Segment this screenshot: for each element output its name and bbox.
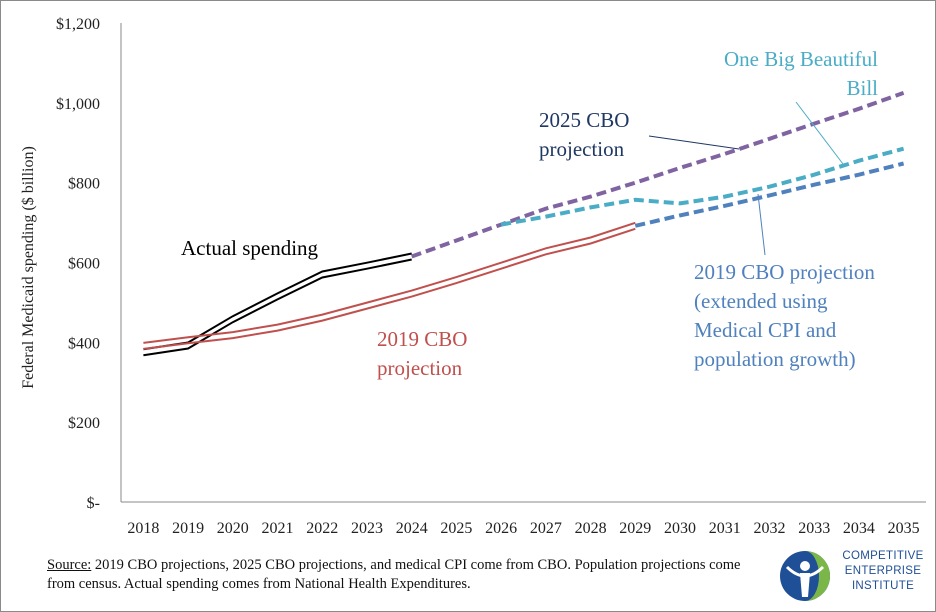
x-tick-label: 2028 xyxy=(575,520,607,537)
annotation-cbo2025-line: 2025 CBO xyxy=(539,108,629,132)
cei-logo: COMPETITIVE ENTERPRISE INSTITUTE xyxy=(779,547,935,607)
annotation-obbb-line: Bill xyxy=(846,76,878,100)
y-tick-label: $600 xyxy=(68,256,100,273)
y-tick-label: $1,000 xyxy=(56,96,100,113)
y-tick-label: $- xyxy=(87,495,100,512)
x-tick-label: 2026 xyxy=(485,520,517,537)
series-line-1 xyxy=(143,227,636,350)
series-line-3 xyxy=(500,146,905,227)
leader-line-extended xyxy=(757,193,766,256)
series-line-4 xyxy=(634,161,905,228)
x-tick-label: 2022 xyxy=(306,520,338,537)
logo-line-2: ENTERPRISE xyxy=(844,565,922,577)
x-tick-label: 2029 xyxy=(619,520,651,537)
source-label: Source: xyxy=(47,557,92,573)
annotation-obbb-line: One Big Beautiful xyxy=(724,47,878,71)
x-tick-label: 2035 xyxy=(888,520,920,537)
cei-globe-icon xyxy=(780,551,830,601)
series-line-2 xyxy=(411,91,905,259)
x-tick-label: 2033 xyxy=(798,520,830,537)
logo-line-1: COMPETITIVE xyxy=(842,550,924,562)
y-tick-label: $800 xyxy=(68,176,100,193)
annotation-actual-line: Actual spending xyxy=(181,236,319,260)
annotation-cbo2019-line: projection xyxy=(377,356,463,380)
x-tick-label: 2027 xyxy=(530,520,562,537)
annotation-extended-line: (extended using xyxy=(694,289,828,313)
series-line-0 xyxy=(143,258,412,357)
y-tick-label: $400 xyxy=(68,335,100,352)
x-tick-label: 2025 xyxy=(440,520,472,537)
y-axis-label: Federal Medicaid spending ($ billion) xyxy=(20,146,37,389)
y-tick-label: $200 xyxy=(68,415,100,432)
annotation-extended-line: Medical CPI and xyxy=(694,318,837,342)
source-text: 2019 CBO projections, 2025 CBO projectio… xyxy=(47,557,741,592)
leader-line-obbb xyxy=(795,101,844,165)
x-tick-label: 2030 xyxy=(664,520,696,537)
logo-line-3: INSTITUTE xyxy=(851,580,915,592)
x-tick-label: 2018 xyxy=(127,520,159,537)
x-tick-label: 2034 xyxy=(843,520,875,537)
annotation-extended-line: population growth) xyxy=(694,347,856,371)
x-tick-label: 2023 xyxy=(351,520,383,537)
series-line-1 xyxy=(143,221,636,344)
line-chart: $- $200 $400 $600 $800 $1,000 $1,200 2018 2019 20… xyxy=(20,16,926,537)
x-tick-label: 2024 xyxy=(396,520,428,537)
annotation-cbo2019-line: 2019 CBO xyxy=(377,327,467,351)
x-tick-label: 2032 xyxy=(753,520,785,537)
annotation-cbo2025-line: projection xyxy=(539,137,625,161)
x-tick-label: 2031 xyxy=(709,520,741,537)
annotation-extended-line: 2019 CBO projection xyxy=(694,260,875,284)
x-tick-label: 2021 xyxy=(262,520,294,537)
y-tick-label: $1,200 xyxy=(56,16,100,33)
x-tick-label: 2020 xyxy=(217,520,249,537)
x-tick-label: 2019 xyxy=(172,520,204,537)
source-note: Source: 2019 CBO projections, 2025 CBO p… xyxy=(47,556,767,594)
leader-line-cbo2025 xyxy=(648,135,740,150)
